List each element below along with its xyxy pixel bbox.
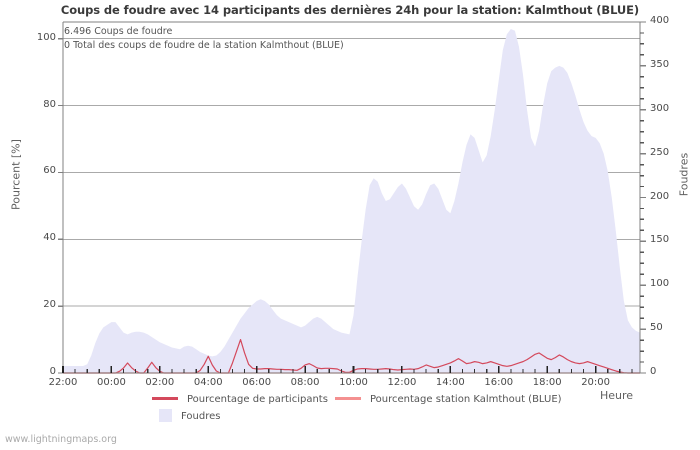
legend-item[interactable]: Foudres [152,409,221,423]
y-axis-tick-left: 80 [43,98,56,110]
y-axis-tick-right: 300 [650,102,670,114]
y-axis-tick-left: 0 [49,366,56,377]
legend-line-swatch [335,397,361,400]
y-axis-tick-right: 100 [650,278,670,290]
x-axis-tick-label: 08:00 [290,377,320,388]
y-axis-tick-right: 200 [650,190,670,202]
y-axis-tick-right: 350 [650,58,670,70]
y-axis-tick-right: 250 [650,146,670,158]
x-axis-tick-label: 04:00 [193,377,223,388]
legend-label: Foudres [181,411,221,422]
legend-label: Pourcentage de participants [187,394,328,405]
legend-line-swatch [152,397,178,400]
y-axis-tick-left: 60 [43,165,56,177]
annotation-station-strikes: 0 Total des coups de foudre de la statio… [64,40,344,51]
y-axis-tick-right: 0 [650,366,657,377]
x-axis-tick-label: 02:00 [145,377,175,388]
x-axis-tick-label: 10:00 [339,377,368,388]
x-axis-tick-label: 22:00 [48,377,78,388]
y-axis-tick-right: 150 [650,234,670,246]
legend-label: Pourcentage station Kalmthout (BLUE) [370,394,562,405]
x-axis-tick-label: 14:00 [435,377,465,388]
legend-item[interactable]: Pourcentage station Kalmthout (BLUE) [335,394,562,406]
x-axis-tick-label: 00:00 [96,377,126,388]
x-axis-tick-label: 18:00 [532,377,562,388]
y-axis-tick-left: 20 [43,299,56,311]
x-axis-tick-label: 12:00 [387,377,417,388]
annotation-total-strikes: 6.496 Coups de foudre [64,26,173,37]
x-axis-tick-label: 20:00 [581,377,611,388]
chart-title: Coups de foudre avec 14 participants des… [60,3,640,17]
x-axis-title: Heure [600,389,634,402]
x-axis-tick-label: 16:00 [484,377,514,388]
legend-item[interactable]: Pourcentage de participants [152,394,328,406]
y-axis-title-right: Foudres [677,152,691,197]
y-axis-tick-right: 400 [650,15,670,26]
y-axis-tick-right: 50 [650,322,663,334]
x-axis-tick-label: 06:00 [242,377,272,388]
source-watermark: www.lightningmaps.org [5,434,117,445]
y-axis-tick-left: 100 [36,31,56,43]
y-axis-tick-left: 40 [43,232,56,244]
legend-area-swatch [159,409,172,422]
